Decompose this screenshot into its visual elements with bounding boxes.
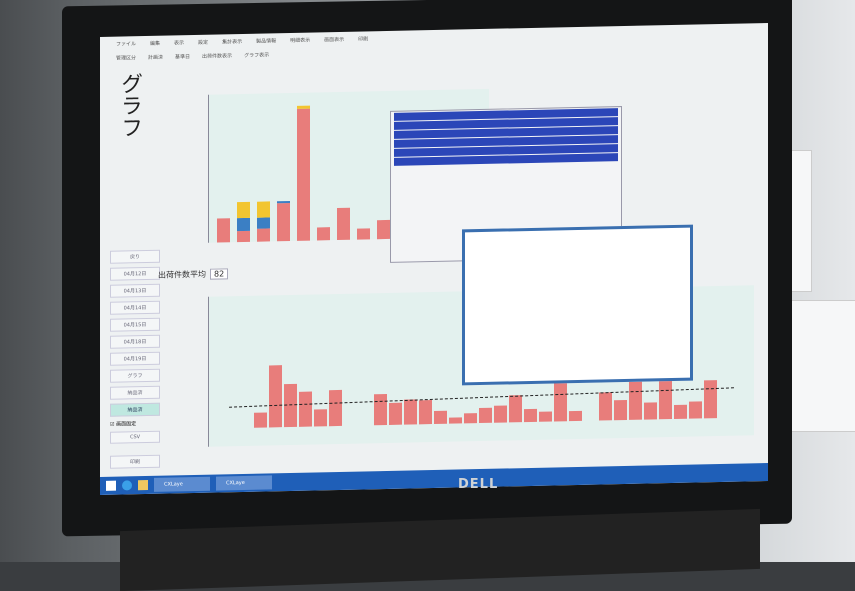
windows-start-icon[interactable] — [106, 480, 116, 491]
chart-bar-segment — [377, 220, 390, 240]
ie-icon[interactable] — [122, 480, 132, 491]
option-item[interactable]: 出荷件数表示 — [202, 53, 233, 60]
chart-bar — [404, 399, 417, 425]
option-item[interactable]: 基準日 — [175, 54, 191, 61]
menu-item[interactable]: 印刷 — [358, 36, 369, 43]
chart-bar — [389, 402, 402, 425]
menu-item[interactable]: 表示 — [174, 40, 185, 47]
checkbox-label: 画面固定 — [116, 421, 137, 428]
screen: ファイル 編集 表示 設定 集計表示 製品情報 明細表示 画面表示 印刷 管理区分 計画済 基準日出… — [100, 23, 768, 495]
chart-bar-segment — [277, 203, 290, 242]
chart-bar — [599, 392, 612, 421]
chart-bar — [659, 375, 672, 420]
chart-bar-segment — [277, 200, 290, 204]
menu-item[interactable]: 製品情報 — [256, 38, 277, 45]
status-select[interactable]: 納品済 — [110, 385, 160, 400]
date-button[interactable]: 04月19日 — [110, 351, 160, 366]
chart-bar — [614, 400, 627, 421]
graph-button[interactable]: グラフ — [110, 368, 160, 383]
option-item[interactable]: 管理区分 — [116, 55, 137, 62]
chart-bar-segment — [237, 201, 250, 218]
menu-item[interactable]: 明細表示 — [290, 37, 311, 45]
chart-bar — [314, 408, 327, 427]
date-button[interactable]: 04月14日 — [110, 300, 160, 315]
taskbar-item[interactable]: CXLaye — [154, 476, 210, 492]
chart-bar-segment — [317, 226, 330, 241]
chart-bar — [644, 401, 657, 420]
dell-logo: DELL — [458, 477, 499, 492]
menu-item[interactable]: ファイル — [116, 41, 137, 48]
option-item[interactable]: グラフ表示 — [244, 52, 270, 59]
chart-bar — [269, 365, 282, 428]
chart-bar — [374, 393, 387, 426]
detail-dialog — [462, 224, 693, 386]
status-badge: 納品済 — [110, 402, 160, 417]
chart-bar-segment — [257, 200, 270, 218]
chart-bar — [569, 411, 582, 422]
date-button[interactable]: 04月12日 — [110, 266, 160, 281]
chart-bar-segment — [217, 217, 230, 243]
chart-bar — [674, 404, 687, 419]
menu-item[interactable]: 画面表示 — [324, 36, 345, 44]
folder-icon[interactable] — [138, 479, 148, 491]
chart-bar — [419, 400, 432, 425]
csv-button[interactable]: CSV — [110, 430, 160, 444]
chart-bar — [464, 412, 477, 424]
chart-bar — [494, 404, 507, 423]
chart-bar — [539, 411, 552, 422]
chart-bar — [704, 379, 717, 419]
menu-item[interactable]: 編集 — [150, 40, 161, 47]
chart-bar — [449, 417, 462, 424]
date-button[interactable]: 04月15日 — [110, 317, 160, 332]
option-item[interactable]: 計画済 — [148, 54, 164, 61]
back-button[interactable]: 戻り — [110, 249, 160, 264]
chart-bar — [479, 407, 492, 424]
chart-bar-segment — [257, 217, 270, 229]
date-button[interactable]: 04月18日 — [110, 334, 160, 349]
chart-bar — [329, 389, 342, 427]
chart-bar-segment — [237, 231, 250, 243]
chart-bar — [629, 381, 642, 420]
average-readout: 出荷件数平均 82 — [158, 268, 229, 280]
chart-bar — [689, 400, 702, 419]
sidebar: 戻り 04月12日 04月13日 04月14日 04月15日 04月18日 04… — [110, 249, 160, 469]
chart-bar-segment — [357, 228, 370, 240]
chart-bar-segment — [297, 105, 310, 109]
fix-screen-checkbox[interactable]: ☑ 画面固定 — [110, 421, 137, 428]
average-label: 出荷件数平均 — [158, 269, 206, 280]
wall-paper — [785, 300, 855, 432]
chart-bar — [524, 409, 537, 423]
taskbar-item[interactable]: CXLaye — [216, 475, 272, 491]
chart-bar — [299, 391, 312, 427]
chart-bar — [434, 411, 447, 424]
print-button[interactable]: 印刷 — [110, 454, 160, 469]
chart-bar — [254, 412, 267, 428]
chart-bar-segment — [297, 108, 310, 241]
menu-item[interactable]: 集計表示 — [222, 39, 243, 46]
average-value: 82 — [210, 268, 229, 280]
date-button[interactable]: 04月13日 — [110, 283, 160, 298]
menu-item[interactable]: 設定 — [198, 39, 209, 46]
page-title: グラフ — [117, 72, 142, 139]
chart-bar — [509, 395, 522, 423]
chart-bar-segment — [337, 207, 350, 241]
chart-bar-segment — [237, 217, 250, 232]
chart-bar-segment — [257, 227, 270, 242]
